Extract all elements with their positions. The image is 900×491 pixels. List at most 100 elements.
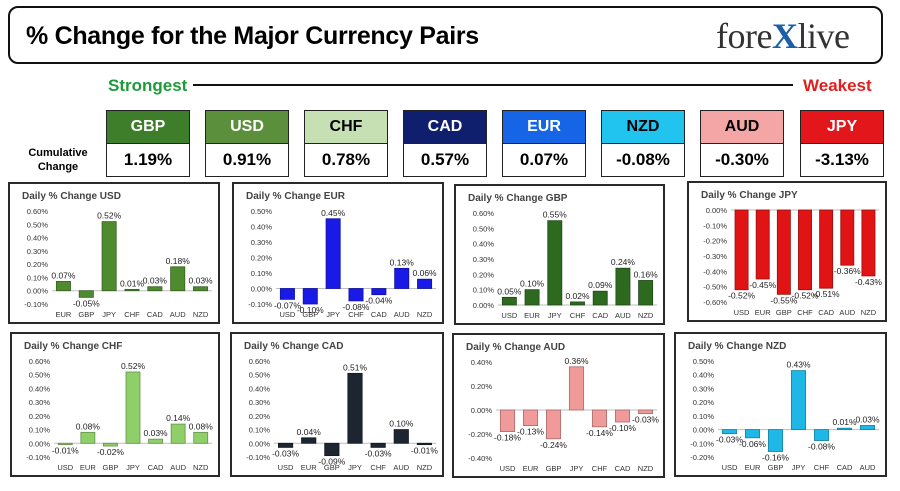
data-label: -0.03% (716, 435, 743, 445)
bar-eur (55, 281, 71, 292)
y-tick-label: 0.60% (249, 357, 271, 366)
chart-panel-chf: Daily % Change CHF -0.10% 0.00% 0.10% 0.20% 0… (10, 332, 220, 477)
rank-box-eur-value: 0.07% (502, 143, 586, 177)
data-label: -0.51% (813, 289, 840, 299)
x-category-label: EUR (524, 311, 540, 320)
y-tick-label: 0.50% (29, 371, 51, 380)
chart-title: Daily % Change CHF (24, 341, 122, 352)
bar-nzd (638, 280, 654, 306)
data-label: 0.03% (189, 276, 214, 286)
x-category-label: CAD (837, 463, 853, 472)
data-label: 0.01% (832, 417, 857, 427)
y-tick-label: -0.10% (703, 221, 727, 230)
data-label: -0.14% (586, 428, 613, 438)
bar-aud (840, 209, 855, 266)
chart-svg-chf: Daily % Change CHF -0.10% 0.00% 0.10% 0.20% 0… (24, 341, 213, 472)
x-category-label: GBP (546, 464, 562, 473)
chart-panel-eur: Daily % Change EUR -0.10% 0.00% 0.10% 0.20% 0… (232, 182, 444, 324)
data-label: -0.07% (274, 300, 301, 310)
bar-nzd (193, 286, 209, 292)
y-tick-label: 0.00% (693, 426, 715, 435)
x-category-label: EUR (56, 310, 72, 319)
data-label: 0.08% (76, 421, 101, 431)
bar-jpy (790, 370, 807, 430)
data-label: 0.10% (389, 419, 414, 429)
rank-box-eur-currency: EUR (502, 110, 586, 144)
chart-svg-eur: Daily % Change EUR -0.10% 0.00% 0.10% 0.20% 0… (246, 191, 437, 319)
x-category-label: USD (280, 310, 296, 319)
x-category-label: USD (501, 311, 517, 320)
chart-title: Daily % Change NZD (688, 341, 786, 352)
data-label: 0.05% (497, 286, 522, 296)
bar-cad (836, 427, 853, 430)
y-tick-label: -0.30% (703, 252, 727, 261)
x-category-label: JPY (126, 463, 140, 472)
x-category-label: USD (500, 464, 516, 473)
x-category-label: AUD (615, 311, 631, 320)
y-tick-label: -0.10% (246, 453, 270, 462)
data-label: -0.43% (855, 277, 882, 287)
x-category-label: USD (278, 463, 294, 472)
y-tick-label: -0.40% (468, 454, 492, 463)
data-label: 0.01% (120, 278, 145, 288)
y-tick-label: -0.40% (703, 267, 727, 276)
bar-nzd (637, 409, 654, 414)
y-tick-label: 0.60% (27, 207, 49, 216)
rank-box-cad-value: 0.57% (403, 143, 487, 177)
bar-gbp (78, 290, 94, 298)
bar-gbp (103, 442, 118, 447)
bar-jpy (568, 366, 585, 411)
bar-nzd (416, 442, 433, 446)
chart-panel-usd: Daily % Change USD -0.10% 0.00% 0.10% 0.20% 0… (8, 182, 220, 324)
chart-panel-gbp: Daily % Change GBP 0.00% 0.10% 0.20% 0.30% 0.… (454, 184, 665, 325)
chart-svg-usd: Daily % Change USD-0.10%0.00%0.10%0.20%0… (22, 191, 214, 319)
x-category-label: JPY (570, 464, 584, 473)
rank-box-chf-currency: CHF (304, 110, 388, 144)
x-category-label: CAD (615, 464, 631, 473)
bar-gbp (545, 409, 562, 440)
data-label: 0.03% (143, 276, 168, 286)
bar-jpy (125, 371, 141, 444)
data-label: 0.03% (144, 428, 169, 438)
x-category-label: CAD (818, 308, 834, 317)
bar-usd (279, 288, 295, 300)
data-label: 0.51% (343, 362, 368, 372)
chart-title: Daily % Change USD (22, 191, 121, 202)
y-tick-label: 0.10% (473, 286, 495, 295)
x-category-label: NZD (861, 308, 877, 317)
data-label: -0.10% (609, 423, 636, 433)
data-label: -0.09% (318, 457, 345, 467)
bar-gbp (776, 209, 791, 295)
data-label: -0.52% (792, 291, 819, 301)
y-tick-label: 0.20% (471, 382, 493, 391)
y-tick-label: -0.20% (703, 237, 727, 246)
data-label: -0.45% (749, 280, 776, 290)
x-category-label: GBP (324, 463, 340, 472)
y-tick-label: 0.20% (249, 412, 271, 421)
data-label: -0.03% (365, 448, 392, 458)
y-tick-label: 0.00% (29, 439, 51, 448)
y-tick-label: 0.60% (29, 357, 51, 366)
chart-panel-nzd: Daily % Change NZD -0.20% -0.10% 0.00% 0.10%… (674, 332, 887, 477)
bar-cad (819, 209, 834, 289)
data-label: 0.10% (520, 279, 545, 289)
bar-chf (798, 209, 812, 291)
y-tick-label: 0.40% (27, 234, 49, 243)
bar-eur (524, 289, 540, 306)
data-label: 0.16% (634, 269, 659, 279)
y-tick-label: 0.30% (27, 247, 49, 256)
x-category-label: NZD (193, 463, 209, 472)
y-tick-label: 0.40% (251, 223, 273, 232)
bar-usd (277, 442, 294, 448)
ranking-divider (193, 84, 793, 86)
bar-gbp (324, 442, 340, 457)
chart-panel-aud: Daily % Change AUD -0.40% -0.20% 0.00% 0.20%… (452, 333, 665, 478)
bar-chf (370, 442, 386, 448)
bar-gbp (302, 288, 318, 305)
bar-usd (721, 429, 738, 435)
forexlive-logo: foreXlive (716, 16, 850, 56)
y-tick-label: 0.00% (251, 285, 273, 294)
data-label: -0.01% (52, 446, 79, 456)
x-category-label: GBP (768, 463, 784, 472)
x-category-label: JPY (348, 463, 362, 472)
